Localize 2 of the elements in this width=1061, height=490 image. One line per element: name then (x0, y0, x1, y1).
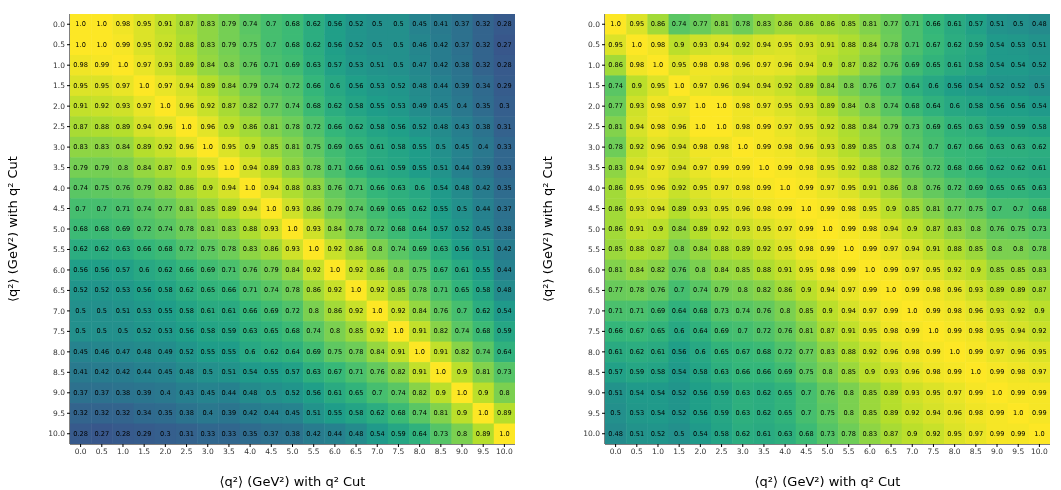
x-axis-title: ⟨q²⟩ (GeV²) with q² Cut (754, 474, 901, 489)
x-axis-title: ⟨q²⟩ (GeV²) with q² Cut (219, 474, 366, 489)
